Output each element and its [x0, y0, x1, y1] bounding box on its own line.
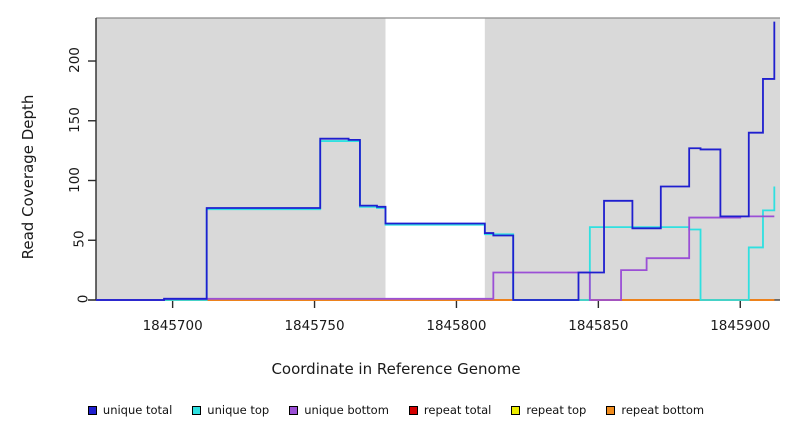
legend-label: unique total — [102, 403, 173, 417]
legend-swatch-icon — [511, 405, 521, 415]
legend-item-unique-top[interactable]: unique top — [192, 403, 269, 417]
chart-legend: unique total unique top unique bottom repea… — [0, 396, 792, 424]
legend-label: unique top — [207, 403, 270, 417]
legend-item-repeat-bottom[interactable]: repeat bottom — [606, 403, 704, 417]
series-line-unique-bottom — [96, 215, 775, 301]
legend-item-unique-total[interactable]: unique total — [87, 403, 173, 417]
panel-background-right — [484, 18, 780, 300]
legend-item-repeat-total[interactable]: repeat total — [408, 403, 492, 417]
x-tick-label: 1845900 — [710, 318, 771, 334]
legend-label: unique bottom — [304, 403, 389, 417]
legend-swatch-icon — [289, 405, 299, 415]
x-tick-label: 1845800 — [426, 318, 487, 334]
x-tick-label: 1845700 — [142, 318, 203, 334]
legend-item-repeat-top[interactable]: repeat top — [511, 403, 586, 417]
legend-label: repeat top — [526, 403, 587, 417]
x-tick-label: 1845850 — [568, 318, 629, 334]
x-tick-label: 1845750 — [284, 318, 345, 334]
legend-label: repeat bottom — [621, 403, 705, 417]
legend-swatch-icon — [408, 405, 418, 415]
x-axis-title: Coordinate in Reference Genome — [271, 360, 521, 378]
legend-swatch-icon — [606, 405, 616, 415]
series-line-unique-total — [96, 21, 776, 301]
legend-swatch-icon — [192, 405, 202, 415]
legend-label: repeat total — [423, 403, 492, 417]
legend-item-unique-bottom[interactable]: unique bottom — [289, 403, 389, 417]
panel-background-left — [96, 18, 386, 300]
series-line-unique-top — [96, 140, 776, 301]
legend-swatch-icon — [87, 405, 97, 415]
